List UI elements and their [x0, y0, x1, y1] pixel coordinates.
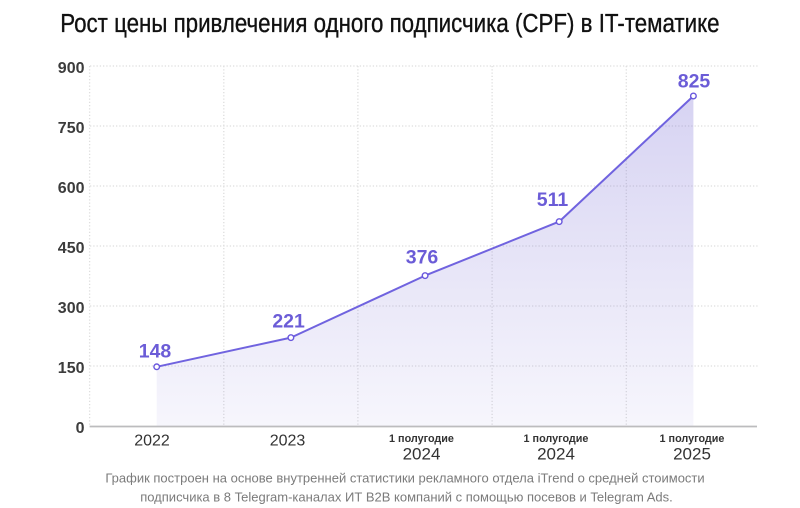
- svg-text:750: 750: [58, 120, 85, 137]
- svg-text:600: 600: [58, 180, 85, 197]
- svg-text:511: 511: [537, 189, 569, 211]
- svg-text:450: 450: [58, 240, 85, 257]
- svg-text:148: 148: [139, 340, 172, 362]
- svg-text:подписчика в 8 Telegram-канала: подписчика в 8 Telegram-каналах ИТ B2B к…: [140, 489, 673, 504]
- svg-text:300: 300: [58, 300, 85, 317]
- svg-text:1 полугодие: 1 полугодие: [660, 433, 725, 445]
- svg-text:2023: 2023: [270, 432, 306, 449]
- svg-text:150: 150: [58, 360, 85, 377]
- svg-text:825: 825: [678, 71, 711, 93]
- svg-text:2024: 2024: [537, 444, 575, 463]
- svg-text:221: 221: [272, 310, 305, 332]
- svg-text:900: 900: [58, 60, 85, 77]
- svg-text:График построен на основе внут: График построен на основе внутренней ста…: [105, 470, 704, 485]
- svg-text:2025: 2025: [673, 444, 711, 463]
- svg-text:2022: 2022: [134, 432, 170, 449]
- svg-text:1 полугодие: 1 полугодие: [524, 433, 589, 445]
- svg-text:376: 376: [406, 246, 439, 268]
- svg-text:2024: 2024: [403, 444, 441, 463]
- svg-text:Рост цены привлечения одного п: Рост цены привлечения одного подписчика …: [60, 10, 719, 39]
- svg-text:1 полугодие: 1 полугодие: [389, 433, 454, 445]
- svg-text:0: 0: [76, 420, 85, 437]
